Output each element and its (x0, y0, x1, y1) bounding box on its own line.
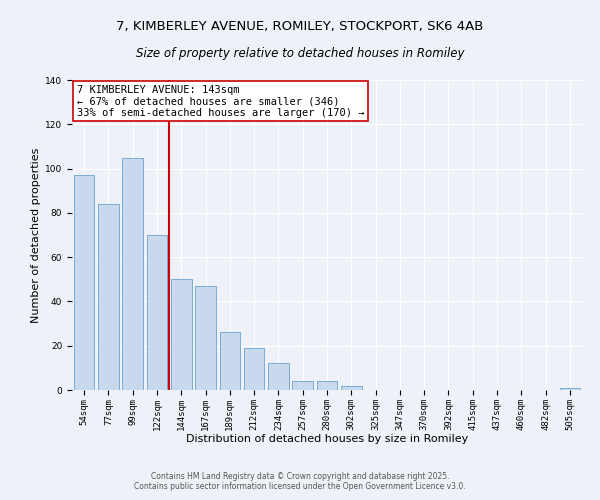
Bar (74, 175, 94, 390)
Bar (560, 388, 580, 390)
Y-axis label: Number of detached properties: Number of detached properties (31, 148, 41, 322)
Bar (195, 286, 216, 390)
Text: 7 KIMBERLEY AVENUE: 143sqm
← 67% of detached houses are smaller (346)
33% of sem: 7 KIMBERLEY AVENUE: 143sqm ← 67% of deta… (77, 84, 365, 118)
Bar (341, 386, 362, 390)
Bar (244, 348, 265, 390)
Bar (146, 235, 167, 390)
Bar (268, 364, 289, 390)
Text: Contains HM Land Registry data © Crown copyright and database right 2025.: Contains HM Land Registry data © Crown c… (151, 472, 449, 481)
Bar (317, 381, 337, 390)
X-axis label: Distribution of detached houses by size in Romiley: Distribution of detached houses by size … (186, 434, 468, 444)
Bar (220, 332, 240, 390)
Bar (122, 158, 143, 390)
Bar (171, 280, 191, 390)
Text: Size of property relative to detached houses in Romiley: Size of property relative to detached ho… (136, 48, 464, 60)
Bar (292, 381, 313, 390)
Text: 7, KIMBERLEY AVENUE, ROMILEY, STOCKPORT, SK6 4AB: 7, KIMBERLEY AVENUE, ROMILEY, STOCKPORT,… (116, 20, 484, 33)
Bar (98, 204, 119, 390)
Text: Contains public sector information licensed under the Open Government Licence v3: Contains public sector information licen… (134, 482, 466, 491)
